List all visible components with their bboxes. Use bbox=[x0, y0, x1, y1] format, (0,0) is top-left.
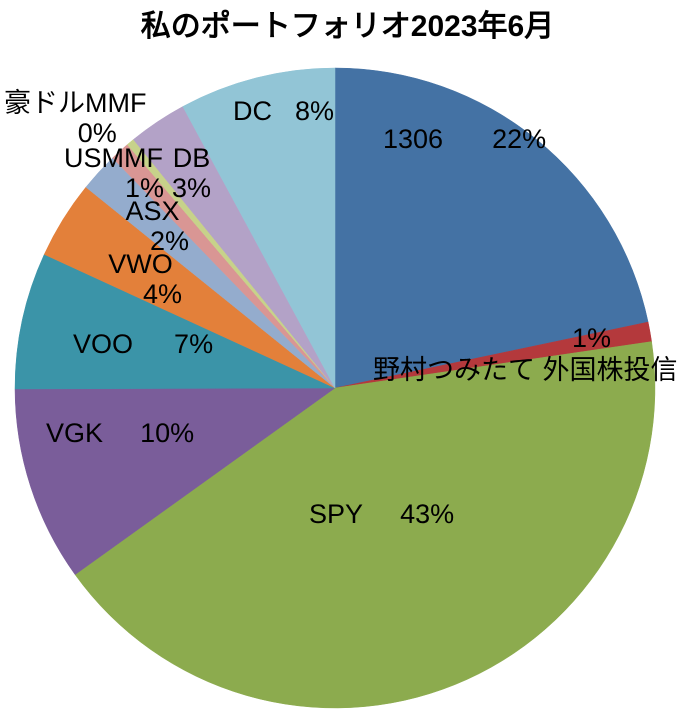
slice-percent-asx: 2% bbox=[150, 226, 190, 256]
slice-name-aud-mmf: 豪ドルMMF bbox=[4, 88, 147, 118]
slice-name-voo: VOO bbox=[73, 329, 134, 359]
slice-percent-db: 3% bbox=[172, 173, 212, 203]
slice-label-aud-mmf: 豪ドルMMF 0% bbox=[4, 88, 146, 148]
slice-name-nomura: 野村つみたて 外国株投信 bbox=[373, 355, 678, 385]
slice-percent-nomura: 1% bbox=[572, 323, 612, 353]
chart-title: 私のポートフォリオ2023年6月 bbox=[140, 10, 555, 43]
slice-percent-nomura-wrap: 1% bbox=[572, 323, 611, 353]
pie-slice[interactable] bbox=[14, 254, 336, 390]
slice-percent-voo: 7% bbox=[174, 329, 214, 359]
slice-name-asx: ASX bbox=[125, 196, 180, 226]
slice-percent-spy: 43% bbox=[400, 499, 455, 529]
pie-slice[interactable] bbox=[74, 341, 656, 709]
slice-percent-vwo: 4% bbox=[143, 279, 183, 309]
pie-slice[interactable] bbox=[182, 67, 336, 389]
slice-label-spy: SPY 43% bbox=[309, 499, 454, 529]
slice-label-vwo: VWO 4% bbox=[99, 249, 182, 309]
slice-percent-vgk: 10% bbox=[140, 418, 195, 448]
slice-percent-1306: 22% bbox=[492, 124, 547, 154]
slice-name-dc: DC bbox=[233, 96, 272, 126]
slice-name-spy: SPY bbox=[309, 499, 364, 529]
slice-label-db: DB 3% bbox=[172, 143, 211, 203]
slice-label-dc: DC 8% bbox=[233, 96, 334, 126]
slice-name-usmmf: USMMF bbox=[64, 143, 163, 173]
slice-label-vgk: VGK 10% bbox=[46, 418, 194, 448]
slice-name-vwo: VWO bbox=[108, 249, 173, 279]
slice-label-usmmf: USMMF 1% bbox=[63, 143, 164, 203]
slice-name-db: DB bbox=[172, 143, 211, 173]
slice-percent-dc: 8% bbox=[295, 96, 335, 126]
pie-slice[interactable] bbox=[14, 387, 336, 575]
slice-percent-aud-mmf: 0% bbox=[77, 118, 117, 148]
slice-label-asx: ASX 2% bbox=[116, 196, 190, 256]
slice-percent-usmmf: 1% bbox=[125, 173, 165, 203]
slice-name-vgk: VGK bbox=[46, 418, 104, 448]
pie-slice[interactable] bbox=[334, 67, 649, 389]
pie-slice-group bbox=[14, 67, 656, 709]
slice-name-1306: 1306 bbox=[383, 124, 444, 154]
slice-label-1306: 1306 22% bbox=[383, 124, 546, 154]
slice-label-voo: VOO 7% bbox=[73, 329, 213, 359]
